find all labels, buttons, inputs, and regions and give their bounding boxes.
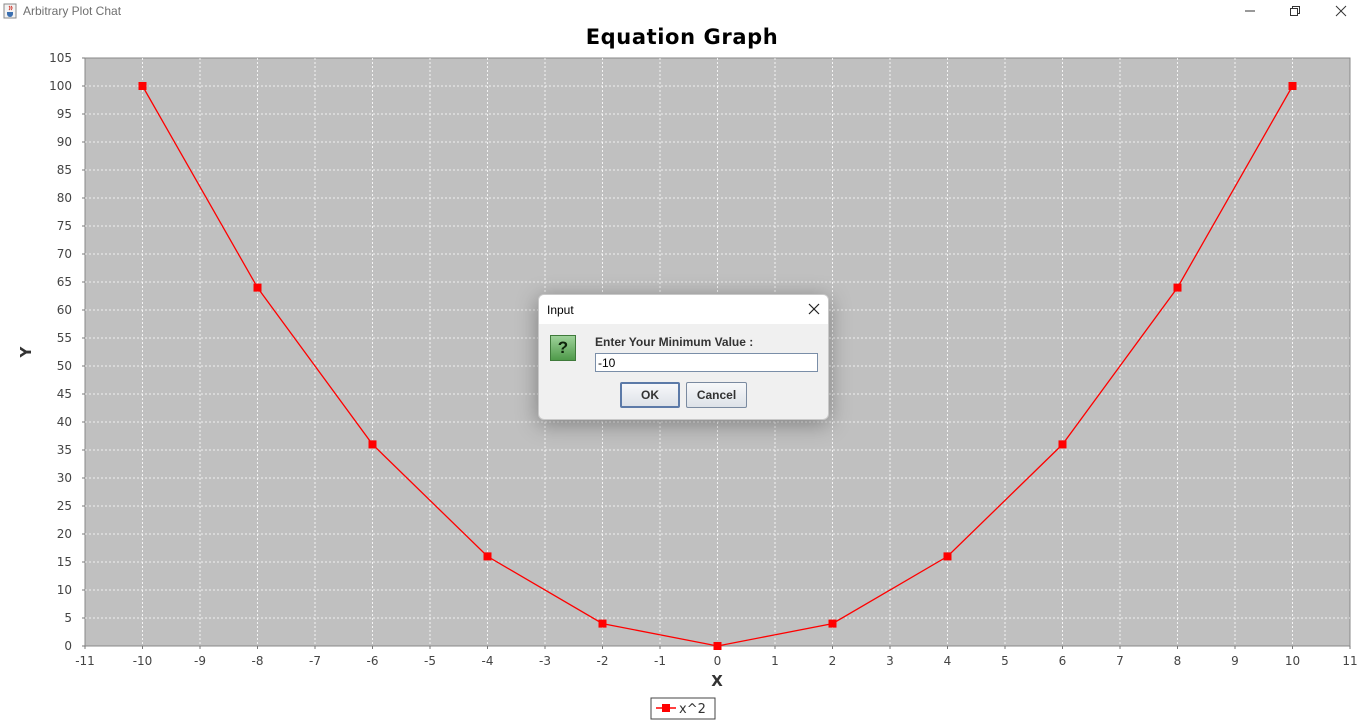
x-tick-label: 8 [1174,654,1182,668]
series-group [138,82,1297,650]
data-point [138,82,147,90]
y-tick-label: 50 [57,359,72,373]
y-tick-label: 20 [57,527,72,541]
window-titlebar: Arbitrary Plot Chat [0,0,1366,22]
x-tick-label: -3 [539,654,551,668]
data-point [713,642,722,650]
ok-button[interactable]: OK [620,382,680,408]
y-tick-label: 70 [57,247,72,261]
legend-box [650,697,716,720]
y-tick-label: 80 [57,191,72,205]
x-tick-label: -9 [194,654,206,668]
y-tick-label: 5 [64,611,72,625]
x-axis-ticks: -11 -10 -9 -8 -7 -6 -5 -4 -3 -2 -1 0 1 2 3 4 5 6 7 8 9 10 11 [75,646,1358,668]
x-tick-label: 5 [1001,654,1009,668]
data-point [368,440,377,449]
y-tick-label: 25 [57,499,72,513]
data-point [828,619,837,628]
maximize-button[interactable] [1272,0,1318,22]
x-tick-label: 7 [1116,654,1124,668]
maximize-icon [1290,6,1300,16]
data-point [253,283,262,292]
minimize-icon [1245,10,1255,12]
y-tick-label: 35 [57,443,72,457]
x-tick-label: 10 [1285,654,1300,668]
x-tick-label: 1 [771,654,779,668]
y-tick-label: 90 [57,135,72,149]
minimize-button[interactable] [1227,0,1273,22]
x-tick-label: -2 [597,654,609,668]
chart-title: Equation Graph [586,25,779,49]
y-tick-label: 60 [57,303,72,317]
data-point [1173,283,1182,292]
y-tick-label: 15 [57,555,72,569]
dialog-title: Input [547,303,574,317]
data-point [598,619,607,628]
question-glyph: ? [557,338,569,357]
data-point [1288,82,1297,90]
equation-chart: Equation Graph -11 -10 -9 -8 -7 -6 -5 -4 -3 -2 -1 0… [17,25,1358,720]
legend: x^2 [650,697,716,720]
y-axis-label: Y [17,345,35,358]
close-button[interactable] [1318,0,1364,22]
data-point [1058,440,1067,449]
x-tick-label: -8 [252,654,264,668]
close-icon [1335,5,1347,17]
x-tick-label: 0 [714,654,722,668]
y-tick-label: 0 [64,639,72,653]
question-icon: ? [550,335,576,361]
java-cup-icon [3,3,17,19]
cancel-button[interactable]: Cancel [686,382,747,408]
window-title: Arbitrary Plot Chat [23,4,122,18]
dialog-close-icon[interactable] [806,301,822,317]
input-dialog: Input ? Enter Your Minimum Value : OK Ca… [538,294,829,420]
x-tick-label: -1 [654,654,666,668]
y-tick-label: 55 [57,331,72,345]
x-tick-label: 11 [1342,654,1357,668]
data-point [943,552,952,561]
y-tick-label: 95 [57,107,72,121]
y-axis-ticks: 0 5 10 15 20 25 30 35 40 45 50 55 60 65 70 75 80 85 90 95 10… [49,51,85,653]
x-tick-label: -6 [367,654,379,668]
y-tick-label: 105 [49,51,72,65]
y-tick-label: 100 [49,79,72,93]
x-axis-label: X [711,672,723,690]
legend-label: x^2 [679,702,706,717]
x-tick-label: 9 [1231,654,1239,668]
y-tick-label: 10 [57,583,72,597]
x-tick-label: 6 [1059,654,1067,668]
data-point [483,552,492,561]
y-tick-label: 85 [57,163,72,177]
x-tick-label: -7 [309,654,321,668]
y-tick-label: 65 [57,275,72,289]
x-tick-label: -11 [75,654,95,668]
x-tick-label: 4 [944,654,952,668]
x-tick-label: 3 [886,654,894,668]
y-tick-label: 75 [57,219,72,233]
minimum-value-input[interactable] [595,353,818,372]
x-tick-label: -10 [133,654,153,668]
y-tick-label: 30 [57,471,72,485]
x-tick-label: -5 [424,654,436,668]
y-tick-label: 45 [57,387,72,401]
x-tick-label: 2 [829,654,837,668]
legend-marker [662,704,670,712]
y-tick-label: 40 [57,415,72,429]
prompt-label: Enter Your Minimum Value : [595,335,754,349]
x-tick-label: -4 [482,654,494,668]
dialog-header: Input [539,295,828,324]
